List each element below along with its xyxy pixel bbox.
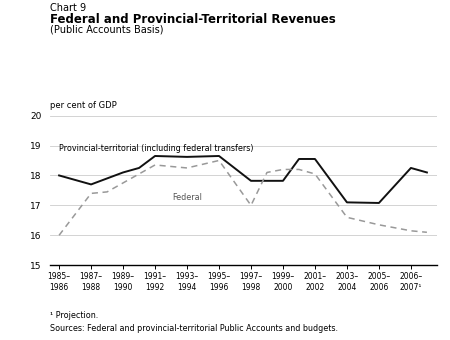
Text: per cent of GDP: per cent of GDP — [50, 102, 116, 110]
Text: (Public Accounts Basis): (Public Accounts Basis) — [50, 24, 163, 34]
Text: Federal and Provincial-Territorial Revenues: Federal and Provincial-Territorial Reven… — [50, 13, 335, 26]
Text: Provincial-territorial (including federal transfers): Provincial-territorial (including federa… — [59, 144, 254, 153]
Text: Federal: Federal — [173, 193, 202, 202]
Text: ¹ Projection.: ¹ Projection. — [50, 311, 98, 320]
Text: Chart 9: Chart 9 — [50, 3, 86, 13]
Text: Sources: Federal and provincial-territorial Public Accounts and budgets.: Sources: Federal and provincial-territor… — [50, 324, 338, 333]
